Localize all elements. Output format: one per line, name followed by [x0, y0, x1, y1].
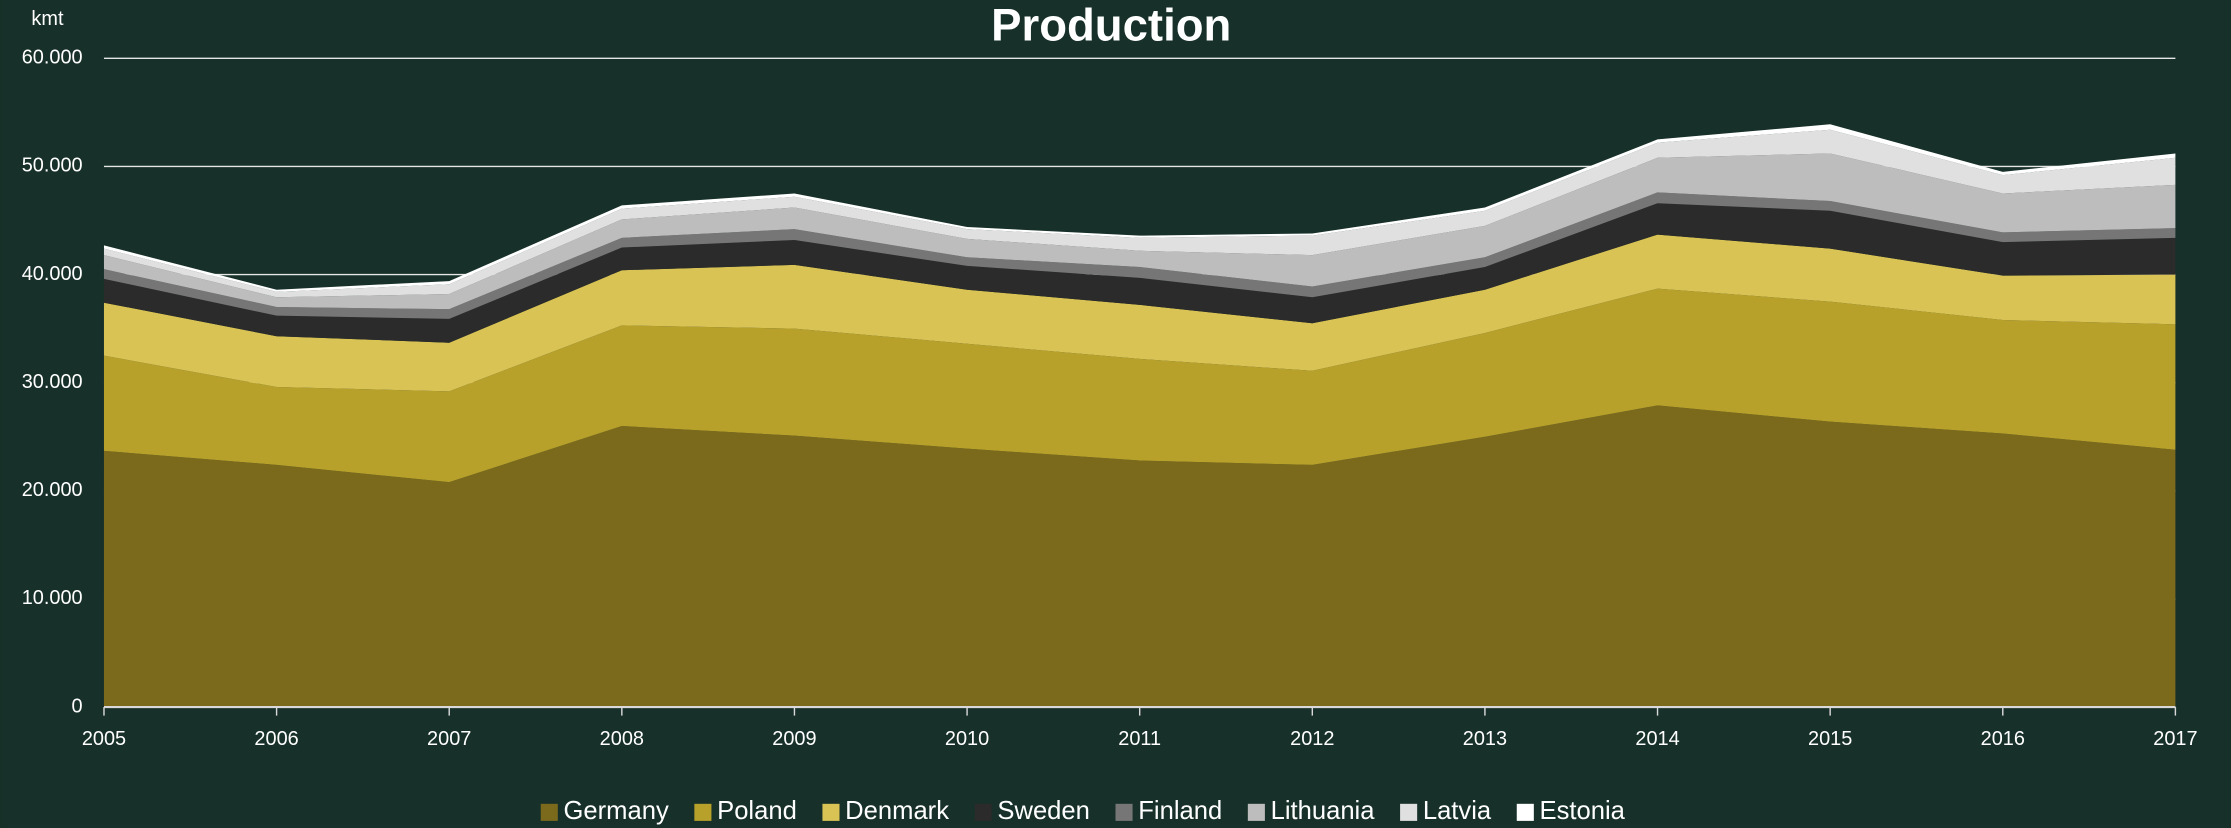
- chart-title: Production: [991, 0, 1231, 50]
- y-tick-label: 50.000: [22, 155, 83, 177]
- x-tick-label: 2007: [427, 728, 471, 750]
- area: [103, 203, 2176, 343]
- x-tick-label: 2011: [1118, 728, 1161, 750]
- x-tick-label: 2012: [1290, 728, 1334, 750]
- area: [103, 288, 2176, 483]
- x-tick-label: 2013: [1463, 728, 1507, 750]
- legend-label: Lithuania: [1271, 797, 1376, 825]
- legend-swatch: [1516, 803, 1534, 821]
- area: [103, 153, 2176, 310]
- y-tick-label: 20.000: [22, 479, 83, 501]
- legend-label: Estonia: [1540, 797, 1626, 825]
- legend-label: Germany: [563, 797, 668, 825]
- y-tick-label: 0: [72, 695, 83, 717]
- x-tick-label: 2006: [254, 728, 298, 750]
- x-tick-label: 2005: [82, 728, 126, 750]
- legend-label: Sweden: [997, 797, 1089, 825]
- x-tick-label: 2017: [2153, 728, 2197, 750]
- legend-label: Denmark: [845, 797, 949, 825]
- legend-swatch: [1247, 803, 1265, 821]
- legend-label: Latvia: [1423, 797, 1492, 825]
- x-tick-label: 2015: [1808, 728, 1852, 750]
- legend-label: Finland: [1138, 797, 1222, 825]
- y-axis-label: kmt: [31, 8, 64, 30]
- x-tick-label: 2009: [772, 728, 816, 750]
- legend-swatch: [974, 803, 992, 821]
- legend-swatch: [694, 803, 712, 821]
- area: [103, 234, 2176, 392]
- y-tick-label: 30.000: [22, 371, 83, 393]
- x-tick-label: 2010: [945, 728, 989, 750]
- area: [103, 405, 2176, 708]
- legend-swatch: [1115, 803, 1133, 821]
- x-tick-label: 2008: [600, 728, 644, 750]
- legend-swatch: [822, 803, 840, 821]
- x-tick-label: 2014: [1635, 728, 1679, 750]
- legend-swatch: [1400, 803, 1418, 821]
- legend-label: Poland: [717, 797, 797, 825]
- y-tick-label: 40.000: [22, 263, 83, 285]
- y-tick-label: 60.000: [22, 47, 83, 69]
- x-tick-label: 2016: [1981, 728, 2025, 750]
- legend-swatch: [540, 803, 558, 821]
- y-tick-label: 10.000: [22, 587, 83, 609]
